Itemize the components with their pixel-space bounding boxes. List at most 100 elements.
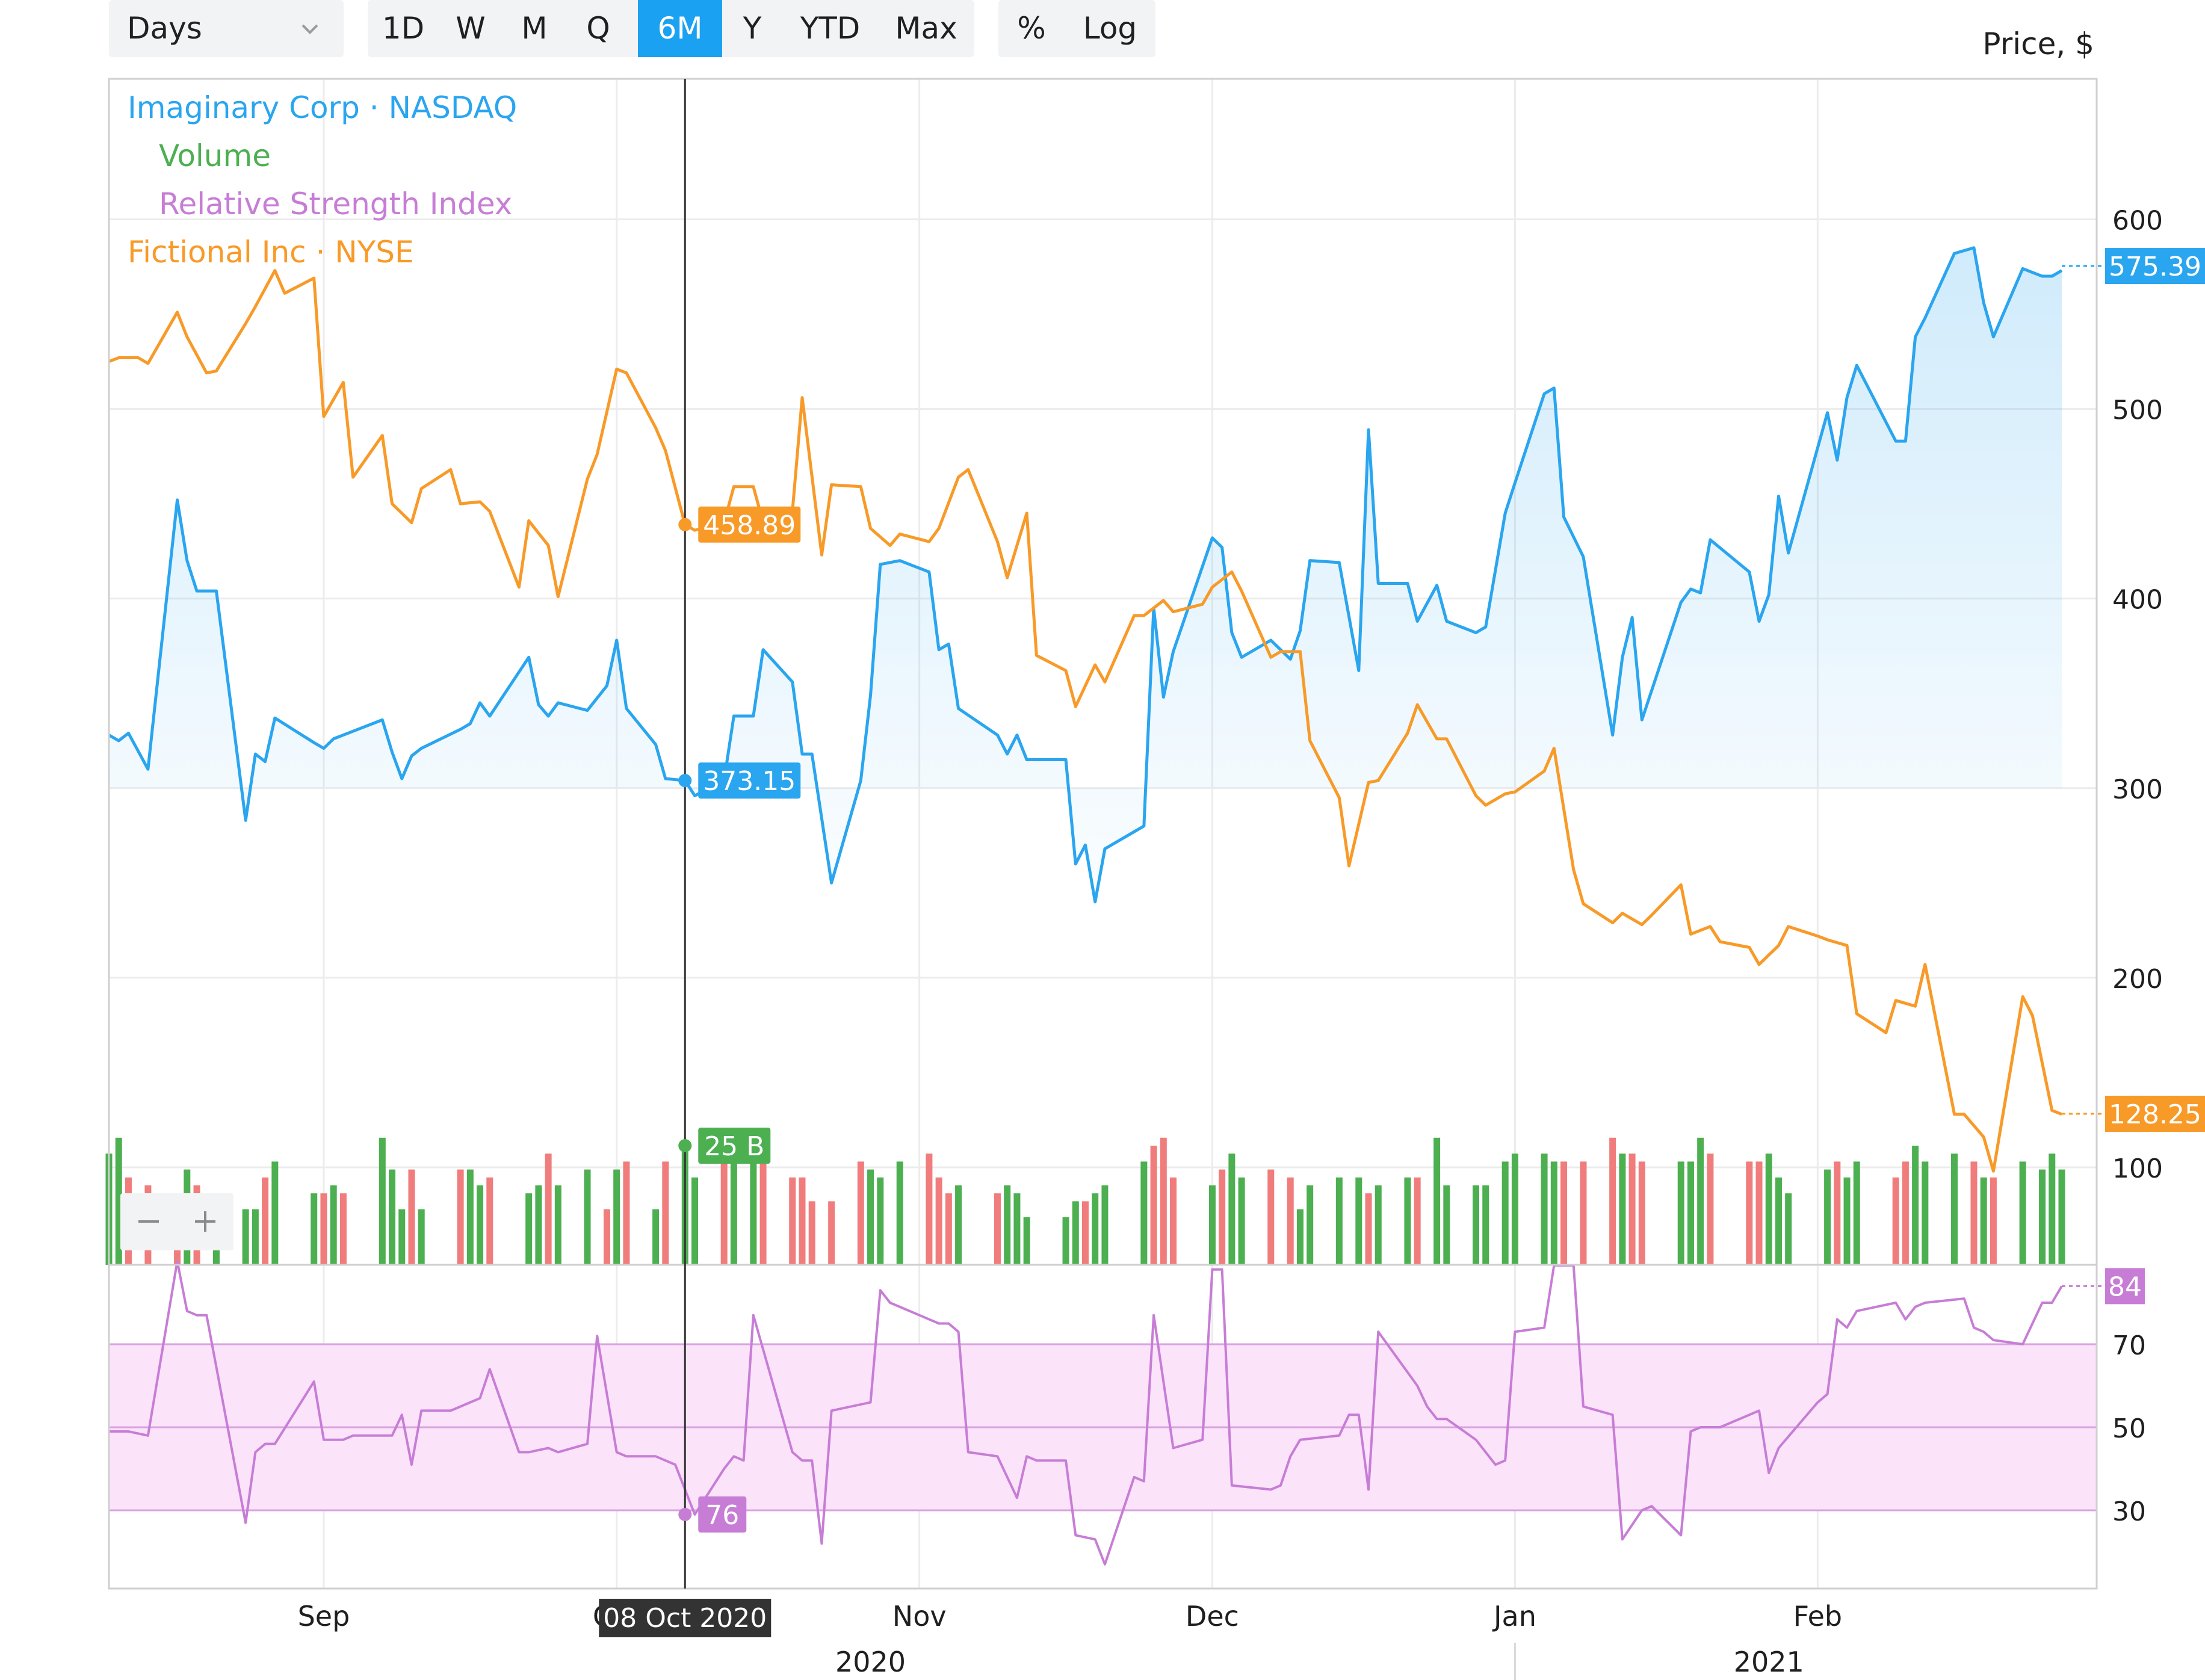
volume-bar (311, 1193, 318, 1265)
volume-bar (1228, 1153, 1235, 1265)
crosshair-primary-dot (678, 774, 692, 788)
volume-bar (1443, 1185, 1450, 1265)
volume-bar (2058, 1169, 2065, 1265)
volume-bar (994, 1193, 1001, 1265)
volume-bar (1335, 1177, 1343, 1265)
interval-select[interactable]: Days (109, 0, 344, 57)
legend-secondary: Fictional Inc · NYSE (128, 235, 414, 270)
log-scale-button[interactable]: Log (1083, 11, 1137, 46)
volume-bar (1892, 1177, 1899, 1265)
volume-bar (1208, 1185, 1216, 1265)
volume-bar (1697, 1137, 1704, 1265)
zoom-out-button[interactable] (120, 1193, 177, 1250)
volume-bar (603, 1209, 610, 1265)
range-m-button[interactable]: M (521, 11, 548, 46)
volume-bar (486, 1177, 493, 1265)
volume-bar (828, 1201, 835, 1265)
volume-bar (1922, 1161, 1929, 1265)
interval-select-value: Days (127, 11, 202, 46)
last-value-secondary: 128.25 (2109, 1099, 2201, 1130)
range-y-button[interactable]: Y (743, 11, 762, 46)
range-6m-button[interactable]: 6M (638, 0, 722, 57)
range-1d-button[interactable]: 1D (382, 11, 425, 46)
volume-bar (1765, 1153, 1772, 1265)
volume-bar (1482, 1185, 1489, 1265)
volume-bar (750, 1137, 757, 1265)
volume-bar (1101, 1185, 1109, 1265)
zoom-controls (120, 1193, 233, 1250)
last-value-rsi: 84 (2108, 1271, 2142, 1302)
volume-bar (1619, 1153, 1626, 1265)
volume-bar (1414, 1177, 1421, 1265)
volume-bar (1355, 1177, 1362, 1265)
volume-bar (545, 1153, 552, 1265)
range-max-button[interactable]: Max (895, 11, 957, 46)
month-tick-label: Dec (1186, 1600, 1239, 1632)
zoom-in-button[interactable] (177, 1193, 233, 1250)
volume-bar (252, 1209, 259, 1265)
month-tick-label: Sep (298, 1600, 350, 1632)
volume-bar (1638, 1161, 1645, 1265)
volume-bar (1296, 1209, 1304, 1265)
crosshair-primary-tag: 373.15 (703, 766, 796, 797)
crosshair-date-label: 08 Oct 2020 (603, 1603, 767, 1634)
year-label: 2021 (1734, 1646, 1804, 1678)
volume-bar (1843, 1177, 1851, 1265)
volume-bar (662, 1161, 669, 1265)
crosshair-rsi-dot (678, 1507, 692, 1521)
volume-bar (1755, 1161, 1763, 1265)
volume-bar (1560, 1161, 1568, 1265)
volume-bar (1062, 1217, 1069, 1265)
volume-bar (389, 1169, 396, 1265)
volume-bar (339, 1193, 347, 1265)
volume-bar (1023, 1217, 1030, 1265)
volume-bar (867, 1169, 874, 1265)
volume-bar (808, 1201, 815, 1265)
range-w-button[interactable]: W (456, 11, 486, 46)
volume-bar (115, 1137, 122, 1265)
month-tick-label: Feb (1793, 1600, 1842, 1632)
volume-bar (1267, 1169, 1275, 1265)
volume-bar (2049, 1153, 2056, 1265)
volume-bar (262, 1177, 269, 1265)
volume-bar (1580, 1161, 1587, 1265)
legend-volume: Volume (159, 138, 271, 173)
volume-bar (1834, 1161, 1841, 1265)
range-ytd-button[interactable]: YTD (800, 11, 861, 46)
volume-bar (1951, 1153, 1958, 1265)
volume-bar (1707, 1153, 1714, 1265)
volume-bar (799, 1177, 806, 1265)
volume-bar (1238, 1177, 1245, 1265)
volume-bar (730, 1153, 737, 1265)
last-value-primary-bg (2105, 248, 2205, 285)
volume-bar (242, 1209, 249, 1265)
primary-series-line (108, 246, 2063, 904)
range-q-button[interactable]: Q (586, 11, 610, 46)
crosshair-volume-tag: 25 B (704, 1131, 764, 1162)
volume-bar (1980, 1177, 1987, 1265)
volume-bar (1307, 1185, 1314, 1265)
legend-rsi: Relative Strength Index (159, 187, 513, 221)
crosshair-secondary-tag-bg (698, 506, 801, 543)
secondary-series-line (108, 269, 2062, 1173)
volume-bar (466, 1169, 474, 1265)
volume-bar (398, 1209, 406, 1265)
volume-bar (1473, 1185, 1479, 1265)
volume-bar (857, 1161, 864, 1265)
volume-bar (955, 1185, 962, 1265)
volume-bar (418, 1209, 425, 1265)
volume-bar (1140, 1161, 1148, 1265)
volume-bar (759, 1153, 767, 1265)
volume-bar (535, 1185, 542, 1265)
price-tick-label: 300 (2112, 774, 2163, 805)
percent-scale-button[interactable]: % (1017, 11, 1046, 46)
volume-bar (935, 1177, 942, 1265)
price-tick-label: 600 (2112, 206, 2163, 236)
volume-bar (1219, 1169, 1226, 1265)
crosshair-secondary-tag: 458.89 (703, 510, 796, 541)
volume-bar (1687, 1161, 1694, 1265)
month-tick-label: Nov (892, 1600, 947, 1632)
volume-bar (1550, 1161, 1557, 1265)
volume-bar (1092, 1193, 1099, 1265)
